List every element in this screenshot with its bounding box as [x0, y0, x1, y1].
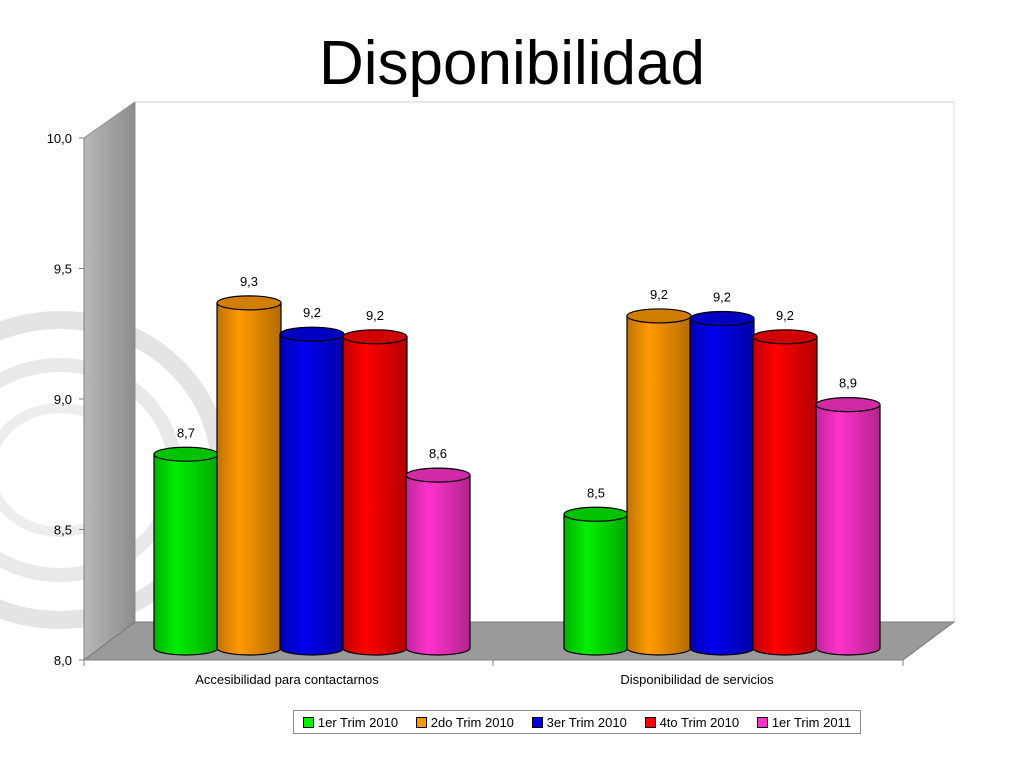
y-tick-label: 8,5	[54, 523, 72, 538]
legend-item: 4to Trim 2010	[644, 714, 740, 730]
x-tick-label: Accesibilidad para contactarnos	[195, 672, 379, 687]
legend-label: 3er Trim 2010	[546, 714, 627, 730]
legend: 1er Trim 2010 2do Trim 2010 3er Trim 2010 4…	[293, 710, 861, 734]
bar	[626, 308, 692, 656]
bar	[689, 310, 755, 656]
bar	[405, 467, 471, 656]
legend-swatch	[531, 716, 543, 728]
data-label: 8,5	[587, 485, 605, 500]
legend-item: 1er Trim 2011	[756, 714, 852, 730]
bar	[563, 506, 629, 656]
y-tick-label: 8,0	[54, 653, 72, 668]
legend-label: 1er Trim 2011	[771, 714, 852, 730]
data-label: 8,6	[429, 446, 447, 461]
x-tick-label: Disponibilidad de servicios	[620, 672, 774, 687]
legend-label: 1er Trim 2010	[317, 714, 399, 730]
bar	[153, 446, 219, 656]
legend-label: 4to Trim 2010	[659, 714, 740, 730]
legend-swatch	[302, 716, 314, 728]
bar	[342, 329, 408, 656]
bar	[216, 295, 282, 656]
bar	[752, 329, 818, 656]
legend-label: 2do Trim 2010	[430, 714, 514, 730]
data-label: 9,2	[776, 308, 794, 323]
legend-swatch	[756, 716, 768, 728]
data-label: 9,2	[366, 308, 384, 323]
legend-item: 2do Trim 2010	[415, 714, 514, 730]
data-label: 9,2	[713, 290, 731, 305]
data-label: 9,3	[240, 274, 258, 289]
data-label: 8,9	[839, 376, 857, 391]
data-label: 8,7	[177, 425, 195, 440]
legend-swatch	[415, 716, 427, 728]
slide-title: Disponibilidad	[318, 29, 706, 98]
legend-swatch	[644, 716, 656, 728]
data-label: 9,2	[303, 305, 321, 320]
bar	[815, 397, 881, 656]
legend-item: 3er Trim 2010	[531, 714, 627, 730]
data-label: 9,2	[650, 287, 668, 302]
legend-item: 1er Trim 2010	[302, 714, 399, 730]
side-wall	[83, 101, 136, 661]
bar	[279, 326, 345, 656]
y-tick-label: 10,0	[47, 131, 72, 146]
y-tick-label: 9,0	[54, 392, 72, 407]
y-tick-label: 9,5	[54, 262, 72, 277]
